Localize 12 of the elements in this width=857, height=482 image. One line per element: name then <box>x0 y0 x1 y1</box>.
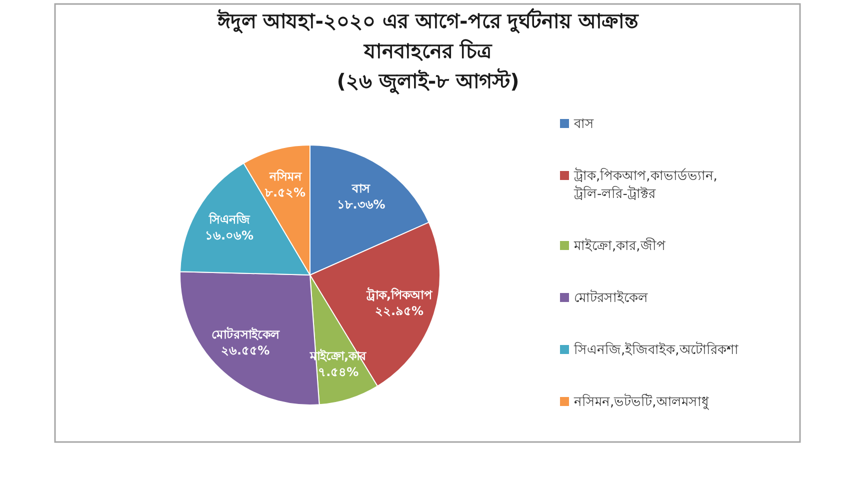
legend-label: মাইক্রো,কার,জীপ <box>573 238 666 254</box>
legend-label: বাস <box>573 117 594 132</box>
legend-label: নসিমন,ভটভটি,আলমসাধু <box>573 394 710 410</box>
data-label: নসিমন ৮.৫২% <box>264 168 306 200</box>
data-label: বাস ১৮.৩৬% <box>336 182 386 212</box>
legend-label: মোটরসাইকেল <box>574 290 648 306</box>
legend-label: ট্রাক,পিকআপ,কাভার্ডভ্যান,ট্রলি-লরি-ট্রাক্টর <box>573 168 718 202</box>
data-label: সিএনজি ১৬.০৬% <box>204 212 254 243</box>
data-label: ট্রাক,পিকআপ ২২.৯৫% <box>366 287 434 318</box>
legend-label: সিএনজি,ইজিবাইক,অটোরিকশা <box>573 342 738 358</box>
chart-title: ঈদুল আযহা-২০২০ এর আগে-পরে দুর্ঘটনায় আক্রান্ত যানবাহনের চিত্র (২৬ জুলাই-৮ আগস্ট) <box>216 8 640 95</box>
data-label: মোটরসাইকেল ২৬.৫৫% <box>211 326 280 358</box>
